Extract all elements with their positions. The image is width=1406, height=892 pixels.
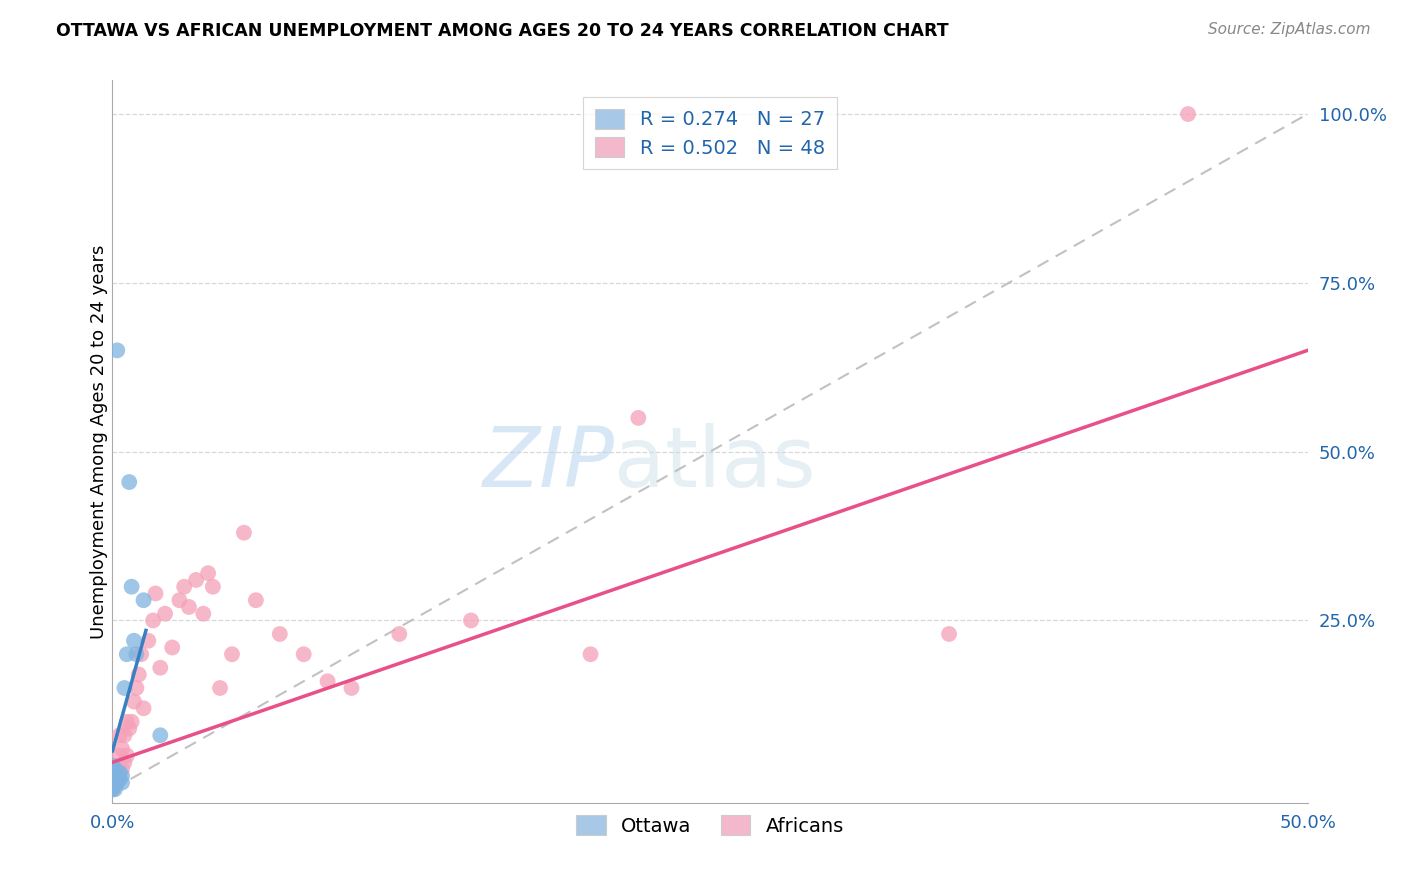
Point xyxy=(104,762,127,776)
Point xyxy=(460,614,482,628)
Point xyxy=(101,782,124,797)
Point xyxy=(115,714,138,729)
Point xyxy=(125,681,148,695)
Point xyxy=(115,647,138,661)
Point xyxy=(149,661,172,675)
Point xyxy=(101,758,124,772)
Point xyxy=(169,593,191,607)
Point xyxy=(177,599,200,614)
Point xyxy=(114,728,135,742)
Point xyxy=(104,782,127,797)
Point xyxy=(108,765,131,780)
Text: Source: ZipAtlas.com: Source: ZipAtlas.com xyxy=(1208,22,1371,37)
Point xyxy=(105,769,128,783)
Point xyxy=(105,775,128,789)
Point xyxy=(121,580,143,594)
Point xyxy=(121,714,143,729)
Point xyxy=(627,411,650,425)
Text: ZIP: ZIP xyxy=(482,423,614,504)
Point xyxy=(122,694,145,708)
Point xyxy=(104,772,127,787)
Point xyxy=(149,728,172,742)
Point xyxy=(118,475,141,489)
Point xyxy=(101,762,124,776)
Point xyxy=(114,681,135,695)
Point xyxy=(193,607,215,621)
Point xyxy=(104,769,127,783)
Point xyxy=(245,593,267,607)
Point xyxy=(101,779,124,793)
Point xyxy=(104,779,127,793)
Point xyxy=(186,573,208,587)
Point xyxy=(209,681,232,695)
Point xyxy=(122,633,145,648)
Point xyxy=(118,722,141,736)
Point xyxy=(111,775,134,789)
Point xyxy=(101,772,124,787)
Point xyxy=(105,775,128,789)
Point xyxy=(105,769,128,783)
Point xyxy=(197,566,219,581)
Point xyxy=(125,647,148,661)
Y-axis label: Unemployment Among Ages 20 to 24 years: Unemployment Among Ages 20 to 24 years xyxy=(90,244,108,639)
Point xyxy=(579,647,602,661)
Point xyxy=(138,633,160,648)
Point xyxy=(938,627,960,641)
Point xyxy=(142,614,165,628)
Point xyxy=(173,580,195,594)
Text: atlas: atlas xyxy=(614,423,815,504)
Point xyxy=(132,593,155,607)
Point xyxy=(108,772,131,787)
Point xyxy=(1177,107,1199,121)
Point xyxy=(101,775,124,789)
Point xyxy=(316,674,339,689)
Point xyxy=(145,586,167,600)
Text: OTTAWA VS AFRICAN UNEMPLOYMENT AMONG AGES 20 TO 24 YEARS CORRELATION CHART: OTTAWA VS AFRICAN UNEMPLOYMENT AMONG AGE… xyxy=(56,22,949,40)
Point xyxy=(128,667,150,681)
Point xyxy=(132,701,155,715)
Point xyxy=(115,748,138,763)
Legend: Ottawa, Africans: Ottawa, Africans xyxy=(568,807,852,844)
Point xyxy=(162,640,183,655)
Point xyxy=(108,728,131,742)
Point xyxy=(111,741,134,756)
Point xyxy=(221,647,243,661)
Point xyxy=(114,756,135,770)
Point xyxy=(201,580,224,594)
Point xyxy=(269,627,291,641)
Point xyxy=(233,525,256,540)
Point xyxy=(388,627,411,641)
Point xyxy=(104,775,127,789)
Point xyxy=(101,775,124,789)
Point xyxy=(108,748,131,763)
Point xyxy=(153,607,176,621)
Point xyxy=(111,762,134,776)
Point xyxy=(105,343,128,358)
Point xyxy=(129,647,152,661)
Point xyxy=(101,782,124,797)
Point xyxy=(101,765,124,780)
Point xyxy=(101,769,124,783)
Point xyxy=(340,681,363,695)
Point xyxy=(111,769,134,783)
Point xyxy=(292,647,315,661)
